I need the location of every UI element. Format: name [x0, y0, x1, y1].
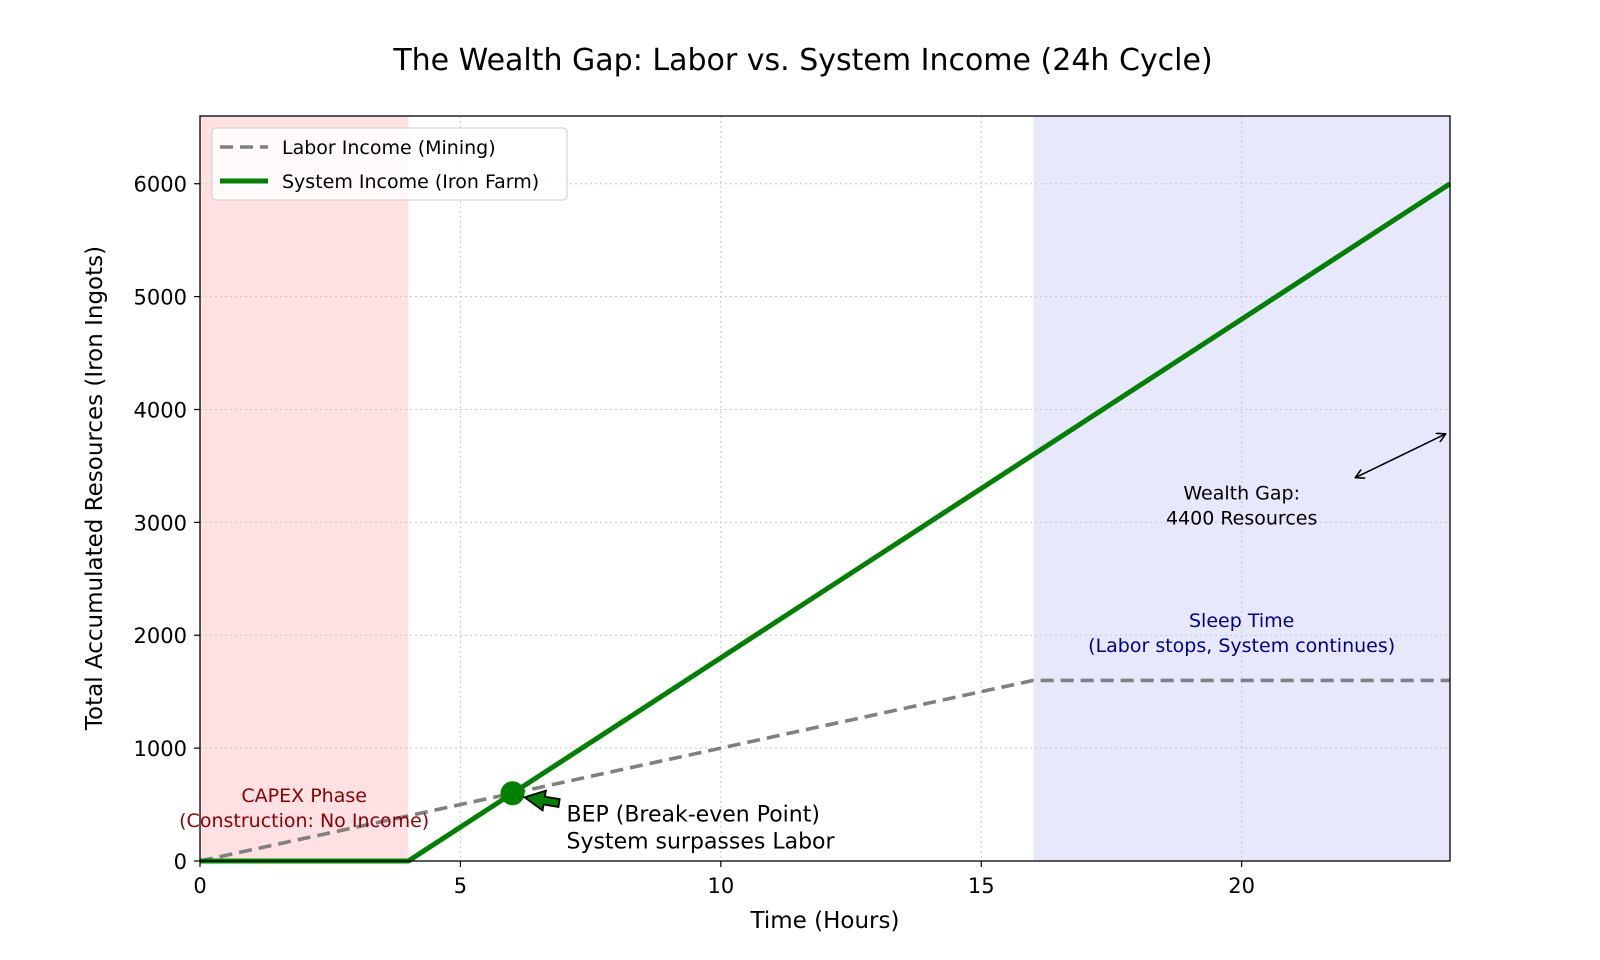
region-label-2: Sleep Time — [1189, 610, 1294, 632]
wealth-gap-label: Wealth Gap: — [1183, 482, 1300, 504]
bep-point — [500, 781, 525, 806]
y-tick-label: 2000 — [134, 624, 187, 648]
y-tick-label: 3000 — [134, 511, 187, 535]
region-label-2: (Labor stops, System continues) — [1088, 635, 1395, 657]
x-tick-label: 0 — [193, 874, 206, 898]
x-axis-label: Time (Hours) — [750, 908, 900, 934]
x-tick-label: 5 — [454, 874, 467, 898]
legend-label-1: Labor Income (Mining) — [282, 137, 496, 159]
region-label-1: (Construction: No Income) — [179, 810, 429, 832]
bep-label: BEP (Break-even Point) — [567, 802, 820, 827]
chart-title: The Wealth Gap: Labor vs. System Income … — [392, 43, 1212, 78]
x-tick-label: 20 — [1228, 874, 1255, 898]
bep-arrow — [522, 789, 561, 812]
y-tick-label: 5000 — [134, 286, 187, 310]
region-label-1: CAPEX Phase — [241, 785, 367, 807]
y-tick-label: 4000 — [134, 398, 187, 422]
y-tick-label: 6000 — [134, 173, 187, 197]
x-tick-label: 10 — [707, 874, 734, 898]
bep-label: System surpasses Labor — [567, 829, 836, 854]
y-axis-label: Total Accumulated Resources (Iron Ingots… — [82, 246, 108, 731]
wealth-gap-arrow — [1356, 434, 1445, 477]
wealth-gap-label: 4400 Resources — [1166, 507, 1317, 529]
legend-label-2: System Income (Iron Farm) — [282, 171, 539, 193]
y-tick-label: 1000 — [134, 737, 187, 761]
series-line-1 — [199, 678, 1450, 863]
shaded-region-1 — [200, 116, 409, 861]
legend-box — [211, 127, 568, 201]
plot-frame — [199, 115, 1451, 862]
y-tick-label: 0 — [174, 850, 187, 874]
x-tick-label: 15 — [968, 874, 995, 898]
